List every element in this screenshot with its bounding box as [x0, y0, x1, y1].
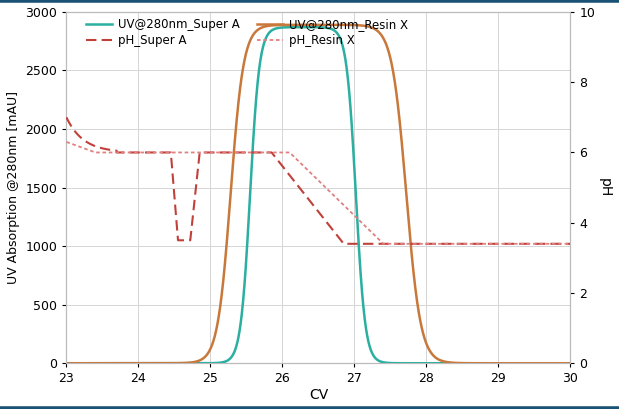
UV@280nm_Super A — [524, 361, 532, 366]
UV@280nm_Resin X — [567, 361, 574, 366]
UV@280nm_Resin X — [120, 361, 128, 366]
pH_Super A — [256, 150, 264, 155]
pH_Resin X — [150, 150, 157, 155]
pH_Resin X — [256, 150, 264, 155]
UV@280nm_Super A — [150, 361, 157, 366]
pH_Super A — [340, 241, 347, 246]
Line: pH_Super A: pH_Super A — [66, 117, 571, 244]
UV@280nm_Resin X — [63, 361, 70, 366]
UV@280nm_Resin X — [311, 22, 318, 27]
pH_Resin X — [567, 241, 574, 246]
pH_Resin X — [278, 150, 285, 155]
UV@280nm_Resin X — [150, 361, 157, 366]
pH_Resin X — [557, 241, 565, 246]
pH_Super A — [557, 241, 565, 246]
pH_Super A — [120, 150, 128, 155]
pH_Resin X — [120, 150, 128, 155]
UV@280nm_Resin X — [256, 26, 264, 31]
pH_Resin X — [63, 139, 70, 144]
Y-axis label: UV Absorption @280nm [mAU]: UV Absorption @280nm [mAU] — [7, 91, 20, 284]
pH_Super A — [567, 241, 574, 246]
X-axis label: CV: CV — [309, 388, 328, 402]
pH_Resin X — [503, 241, 510, 246]
Line: UV@280nm_Resin X: UV@280nm_Resin X — [66, 25, 571, 363]
pH_Super A — [278, 163, 285, 168]
UV@280nm_Super A — [503, 361, 510, 366]
pH_Resin X — [379, 241, 387, 246]
UV@280nm_Resin X — [557, 361, 565, 366]
pH_Super A — [150, 150, 157, 155]
Line: pH_Resin X: pH_Resin X — [66, 142, 571, 244]
Legend: UV@280nm_Super A, pH_Super A, UV@280nm_Resin X, pH_Resin X: UV@280nm_Super A, pH_Super A, UV@280nm_R… — [82, 14, 412, 51]
UV@280nm_Super A — [278, 25, 285, 30]
UV@280nm_Super A — [256, 63, 264, 67]
UV@280nm_Super A — [567, 361, 574, 366]
UV@280nm_Resin X — [503, 361, 510, 366]
Line: UV@280nm_Super A: UV@280nm_Super A — [66, 27, 571, 363]
Y-axis label: pH: pH — [598, 178, 612, 197]
UV@280nm_Super A — [120, 361, 128, 366]
UV@280nm_Super A — [299, 25, 306, 29]
UV@280nm_Super A — [63, 361, 70, 366]
UV@280nm_Resin X — [278, 22, 285, 27]
pH_Super A — [503, 241, 510, 246]
pH_Super A — [63, 115, 70, 120]
UV@280nm_Super A — [557, 361, 565, 366]
